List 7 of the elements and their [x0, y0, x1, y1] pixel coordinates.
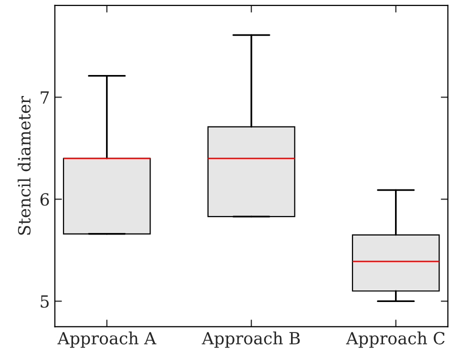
y-tick-label: 7: [40, 91, 49, 104]
x-tick-label: Approach B: [202, 332, 300, 348]
y-axis-title: Stencil diameter: [18, 96, 31, 235]
y-tick-label: 6: [40, 193, 49, 206]
x-tick-label: Approach A: [57, 332, 156, 348]
y-tick-label: 5: [40, 295, 49, 308]
x-tick-label: Approach C: [346, 332, 445, 348]
